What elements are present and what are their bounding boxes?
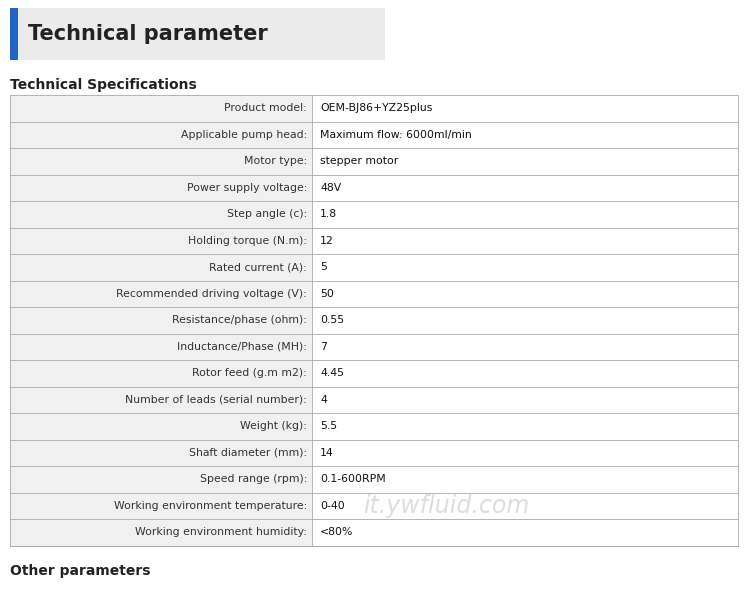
- Text: 5.5: 5.5: [320, 421, 338, 431]
- Text: Rotor feed (g.m m2):: Rotor feed (g.m m2):: [192, 368, 307, 378]
- Text: 5: 5: [320, 262, 327, 273]
- Text: Motor type:: Motor type:: [244, 156, 307, 166]
- Text: Number of leads (serial number):: Number of leads (serial number):: [125, 395, 307, 405]
- Text: Power supply voltage:: Power supply voltage:: [187, 183, 307, 193]
- Bar: [312, 466, 738, 492]
- Text: Maximum flow: 6000ml/min: Maximum flow: 6000ml/min: [320, 130, 472, 140]
- Bar: [312, 307, 738, 333]
- Text: Resistance/phase (ohm):: Resistance/phase (ohm):: [172, 315, 307, 325]
- Bar: [312, 413, 738, 439]
- Text: 4.45: 4.45: [320, 368, 344, 378]
- Text: stepper motor: stepper motor: [320, 156, 398, 166]
- Text: Weight (kg):: Weight (kg):: [240, 421, 307, 431]
- Bar: [10, 95, 738, 546]
- Bar: [10, 8, 18, 60]
- Text: 12: 12: [320, 236, 334, 246]
- Bar: [312, 280, 738, 307]
- Bar: [10, 387, 312, 413]
- Text: Holding torque (N.m):: Holding torque (N.m):: [188, 236, 307, 246]
- Bar: [312, 254, 738, 280]
- Text: Working environment temperature:: Working environment temperature:: [114, 501, 307, 510]
- Text: Applicable pump head:: Applicable pump head:: [181, 130, 307, 140]
- Bar: [312, 228, 738, 254]
- Bar: [312, 360, 738, 387]
- Text: <80%: <80%: [320, 527, 353, 537]
- Bar: [312, 148, 738, 174]
- Text: Shaft diameter (mm):: Shaft diameter (mm):: [189, 448, 307, 458]
- Text: 0.1-600RPM: 0.1-600RPM: [320, 474, 386, 484]
- Text: Technical Specifications: Technical Specifications: [10, 78, 196, 92]
- Bar: [10, 333, 312, 360]
- Text: it.ywfluid.com: it.ywfluid.com: [364, 493, 530, 518]
- Text: Speed range (rpm):: Speed range (rpm):: [200, 474, 307, 484]
- Bar: [312, 333, 738, 360]
- Text: 14: 14: [320, 448, 334, 458]
- Bar: [312, 121, 738, 148]
- Bar: [10, 360, 312, 387]
- Text: Inductance/Phase (MH):: Inductance/Phase (MH):: [177, 342, 307, 351]
- Bar: [10, 121, 312, 148]
- Text: 0-40: 0-40: [320, 501, 345, 510]
- Bar: [10, 8, 385, 60]
- Bar: [10, 492, 312, 519]
- Bar: [312, 519, 738, 546]
- Text: 1.8: 1.8: [320, 209, 338, 219]
- Text: Rated current (A):: Rated current (A):: [209, 262, 307, 273]
- Bar: [312, 439, 738, 466]
- Text: Recommended driving voltage (V):: Recommended driving voltage (V):: [116, 289, 307, 299]
- Text: 50: 50: [320, 289, 334, 299]
- Bar: [10, 201, 312, 228]
- Bar: [10, 413, 312, 439]
- Text: OEM-BJ86+YZ25plus: OEM-BJ86+YZ25plus: [320, 103, 433, 114]
- Bar: [312, 201, 738, 228]
- Bar: [10, 148, 312, 174]
- Text: 4: 4: [320, 395, 327, 405]
- Bar: [10, 174, 312, 201]
- Text: Step angle (c):: Step angle (c):: [226, 209, 307, 219]
- Text: 0.55: 0.55: [320, 315, 344, 325]
- Text: 48V: 48V: [320, 183, 341, 193]
- Bar: [312, 492, 738, 519]
- Text: Working environment humidity:: Working environment humidity:: [135, 527, 307, 537]
- Text: 7: 7: [320, 342, 327, 351]
- Bar: [10, 95, 312, 121]
- Bar: [10, 439, 312, 466]
- Bar: [10, 254, 312, 280]
- Bar: [312, 95, 738, 121]
- Text: Product model:: Product model:: [224, 103, 307, 114]
- Bar: [10, 307, 312, 333]
- Bar: [10, 519, 312, 546]
- Bar: [10, 228, 312, 254]
- Bar: [10, 280, 312, 307]
- Text: Other parameters: Other parameters: [10, 563, 151, 577]
- Text: Technical parameter: Technical parameter: [28, 24, 268, 44]
- Bar: [312, 387, 738, 413]
- Bar: [10, 466, 312, 492]
- Bar: [312, 174, 738, 201]
